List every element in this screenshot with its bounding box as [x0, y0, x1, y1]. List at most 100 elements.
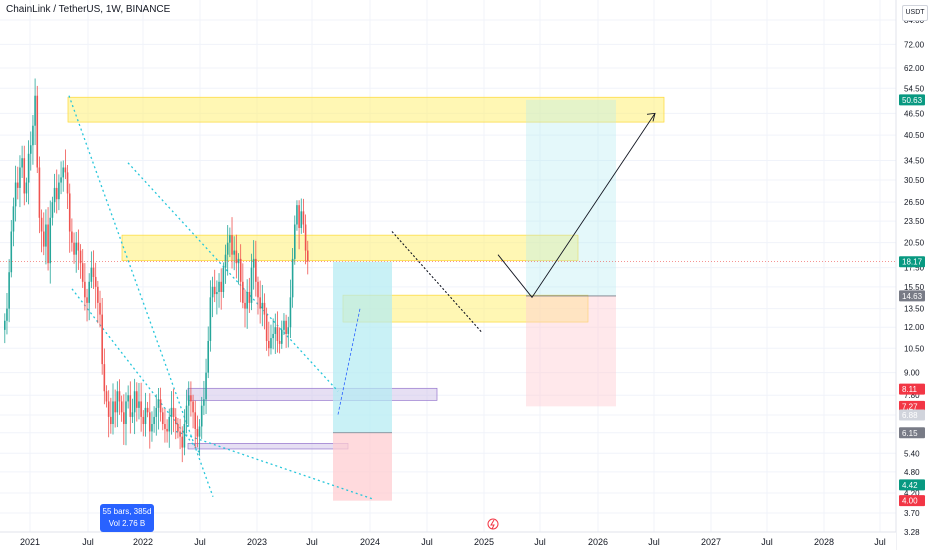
candle	[274, 327, 277, 334]
candle	[97, 286, 99, 303]
time-tick-label: 2027	[701, 537, 721, 547]
candle	[233, 250, 235, 255]
candle	[181, 436, 184, 448]
chart-title: ChainLink / TetherUS, 1W, BINANCE	[6, 4, 171, 15]
position-profit	[526, 99, 616, 296]
candle	[77, 242, 80, 251]
price-badge-label: 50.63	[902, 96, 923, 105]
measure-bars: 55 bars, 385d	[102, 507, 152, 516]
projection-arrowhead	[646, 112, 656, 122]
time-tick-label: Jul	[874, 537, 886, 547]
zone-resistance	[67, 96, 665, 123]
measure-line	[337, 308, 361, 415]
candle	[36, 95, 39, 168]
candle	[58, 182, 60, 200]
candle	[185, 405, 188, 425]
time-tick-label: 2025	[474, 537, 494, 547]
candle	[280, 329, 283, 344]
candle	[118, 391, 121, 402]
candle	[42, 231, 45, 247]
price-axis[interactable]: 84.0072.0062.0054.5046.5040.5034.5030.50…	[895, 0, 932, 550]
price-badge	[899, 495, 925, 507]
time-axis-bg	[0, 532, 896, 550]
candle	[268, 340, 270, 349]
candle	[261, 302, 264, 309]
candle	[64, 167, 67, 173]
candle	[283, 320, 285, 330]
candle	[164, 424, 166, 429]
trendline	[71, 288, 201, 454]
candle	[38, 167, 41, 218]
candle	[23, 158, 26, 194]
candle	[300, 211, 303, 228]
price-tick-label: 4.20	[904, 489, 920, 498]
candle	[112, 401, 114, 425]
trendline	[127, 162, 339, 392]
price-tick-label: 7.80	[904, 391, 920, 400]
candle	[194, 412, 197, 429]
candle	[252, 258, 255, 268]
candle	[114, 401, 116, 413]
price-tick-label: 40.50	[904, 131, 925, 140]
candle	[55, 187, 58, 200]
time-tick-label: 2023	[247, 537, 267, 547]
price-tick-label: 20.50	[904, 239, 925, 248]
price-badge-label: 8.11	[902, 385, 918, 394]
time-tick-label: Jul	[421, 537, 433, 547]
candle	[159, 399, 162, 413]
candle	[302, 211, 305, 225]
time-tick-label: Jul	[761, 537, 773, 547]
candle	[53, 187, 56, 203]
candle	[71, 231, 73, 243]
candle	[198, 426, 201, 437]
candle	[133, 391, 136, 413]
candle	[298, 205, 300, 228]
candle	[101, 314, 103, 365]
position-loss	[333, 432, 392, 501]
candle	[220, 281, 222, 292]
price-tick-label: 3.28	[904, 528, 920, 537]
zone-support	[187, 387, 438, 401]
candle	[120, 401, 123, 413]
price-tick-label: 13.50	[904, 305, 925, 314]
candle	[172, 407, 175, 417]
time-tick-label: Jul	[306, 537, 318, 547]
candle	[49, 217, 52, 264]
candle	[235, 250, 238, 264]
projection-path	[497, 113, 656, 299]
time-tick-label: Jul	[534, 537, 546, 547]
candle	[285, 320, 287, 334]
trendline	[391, 231, 483, 333]
candle	[99, 302, 101, 315]
price-tick-label: 34.50	[904, 156, 925, 165]
price-tick-label: 26.50	[904, 198, 925, 207]
candle	[179, 431, 181, 437]
price-badge-label: 6.88	[902, 411, 918, 420]
time-tick-label: Jul	[194, 537, 206, 547]
candle	[60, 177, 62, 183]
candle	[32, 125, 34, 146]
candle	[222, 267, 225, 292]
candle	[47, 224, 49, 264]
time-axis[interactable]: 2021 Jul 2022 Jul 2023 Jul 2024 Jul 2025 Jul 2026 J…	[0, 531, 896, 550]
price-tick-label: 54.50	[904, 84, 925, 93]
candle	[242, 281, 244, 303]
candle	[81, 263, 84, 282]
price-badge-label: 4.00	[902, 497, 918, 506]
candle	[218, 281, 220, 292]
candle	[105, 391, 108, 402]
candle	[86, 297, 88, 303]
candle	[237, 258, 240, 264]
candle	[25, 182, 28, 194]
candle	[291, 258, 294, 298]
candle	[12, 206, 15, 232]
candle	[4, 320, 6, 330]
chart-grid	[0, 0, 896, 533]
candle	[92, 267, 95, 277]
candle	[255, 258, 257, 282]
currency-button[interactable]: USDT	[902, 5, 928, 21]
candle	[265, 314, 268, 341]
candle	[21, 158, 23, 168]
candle	[6, 308, 8, 321]
